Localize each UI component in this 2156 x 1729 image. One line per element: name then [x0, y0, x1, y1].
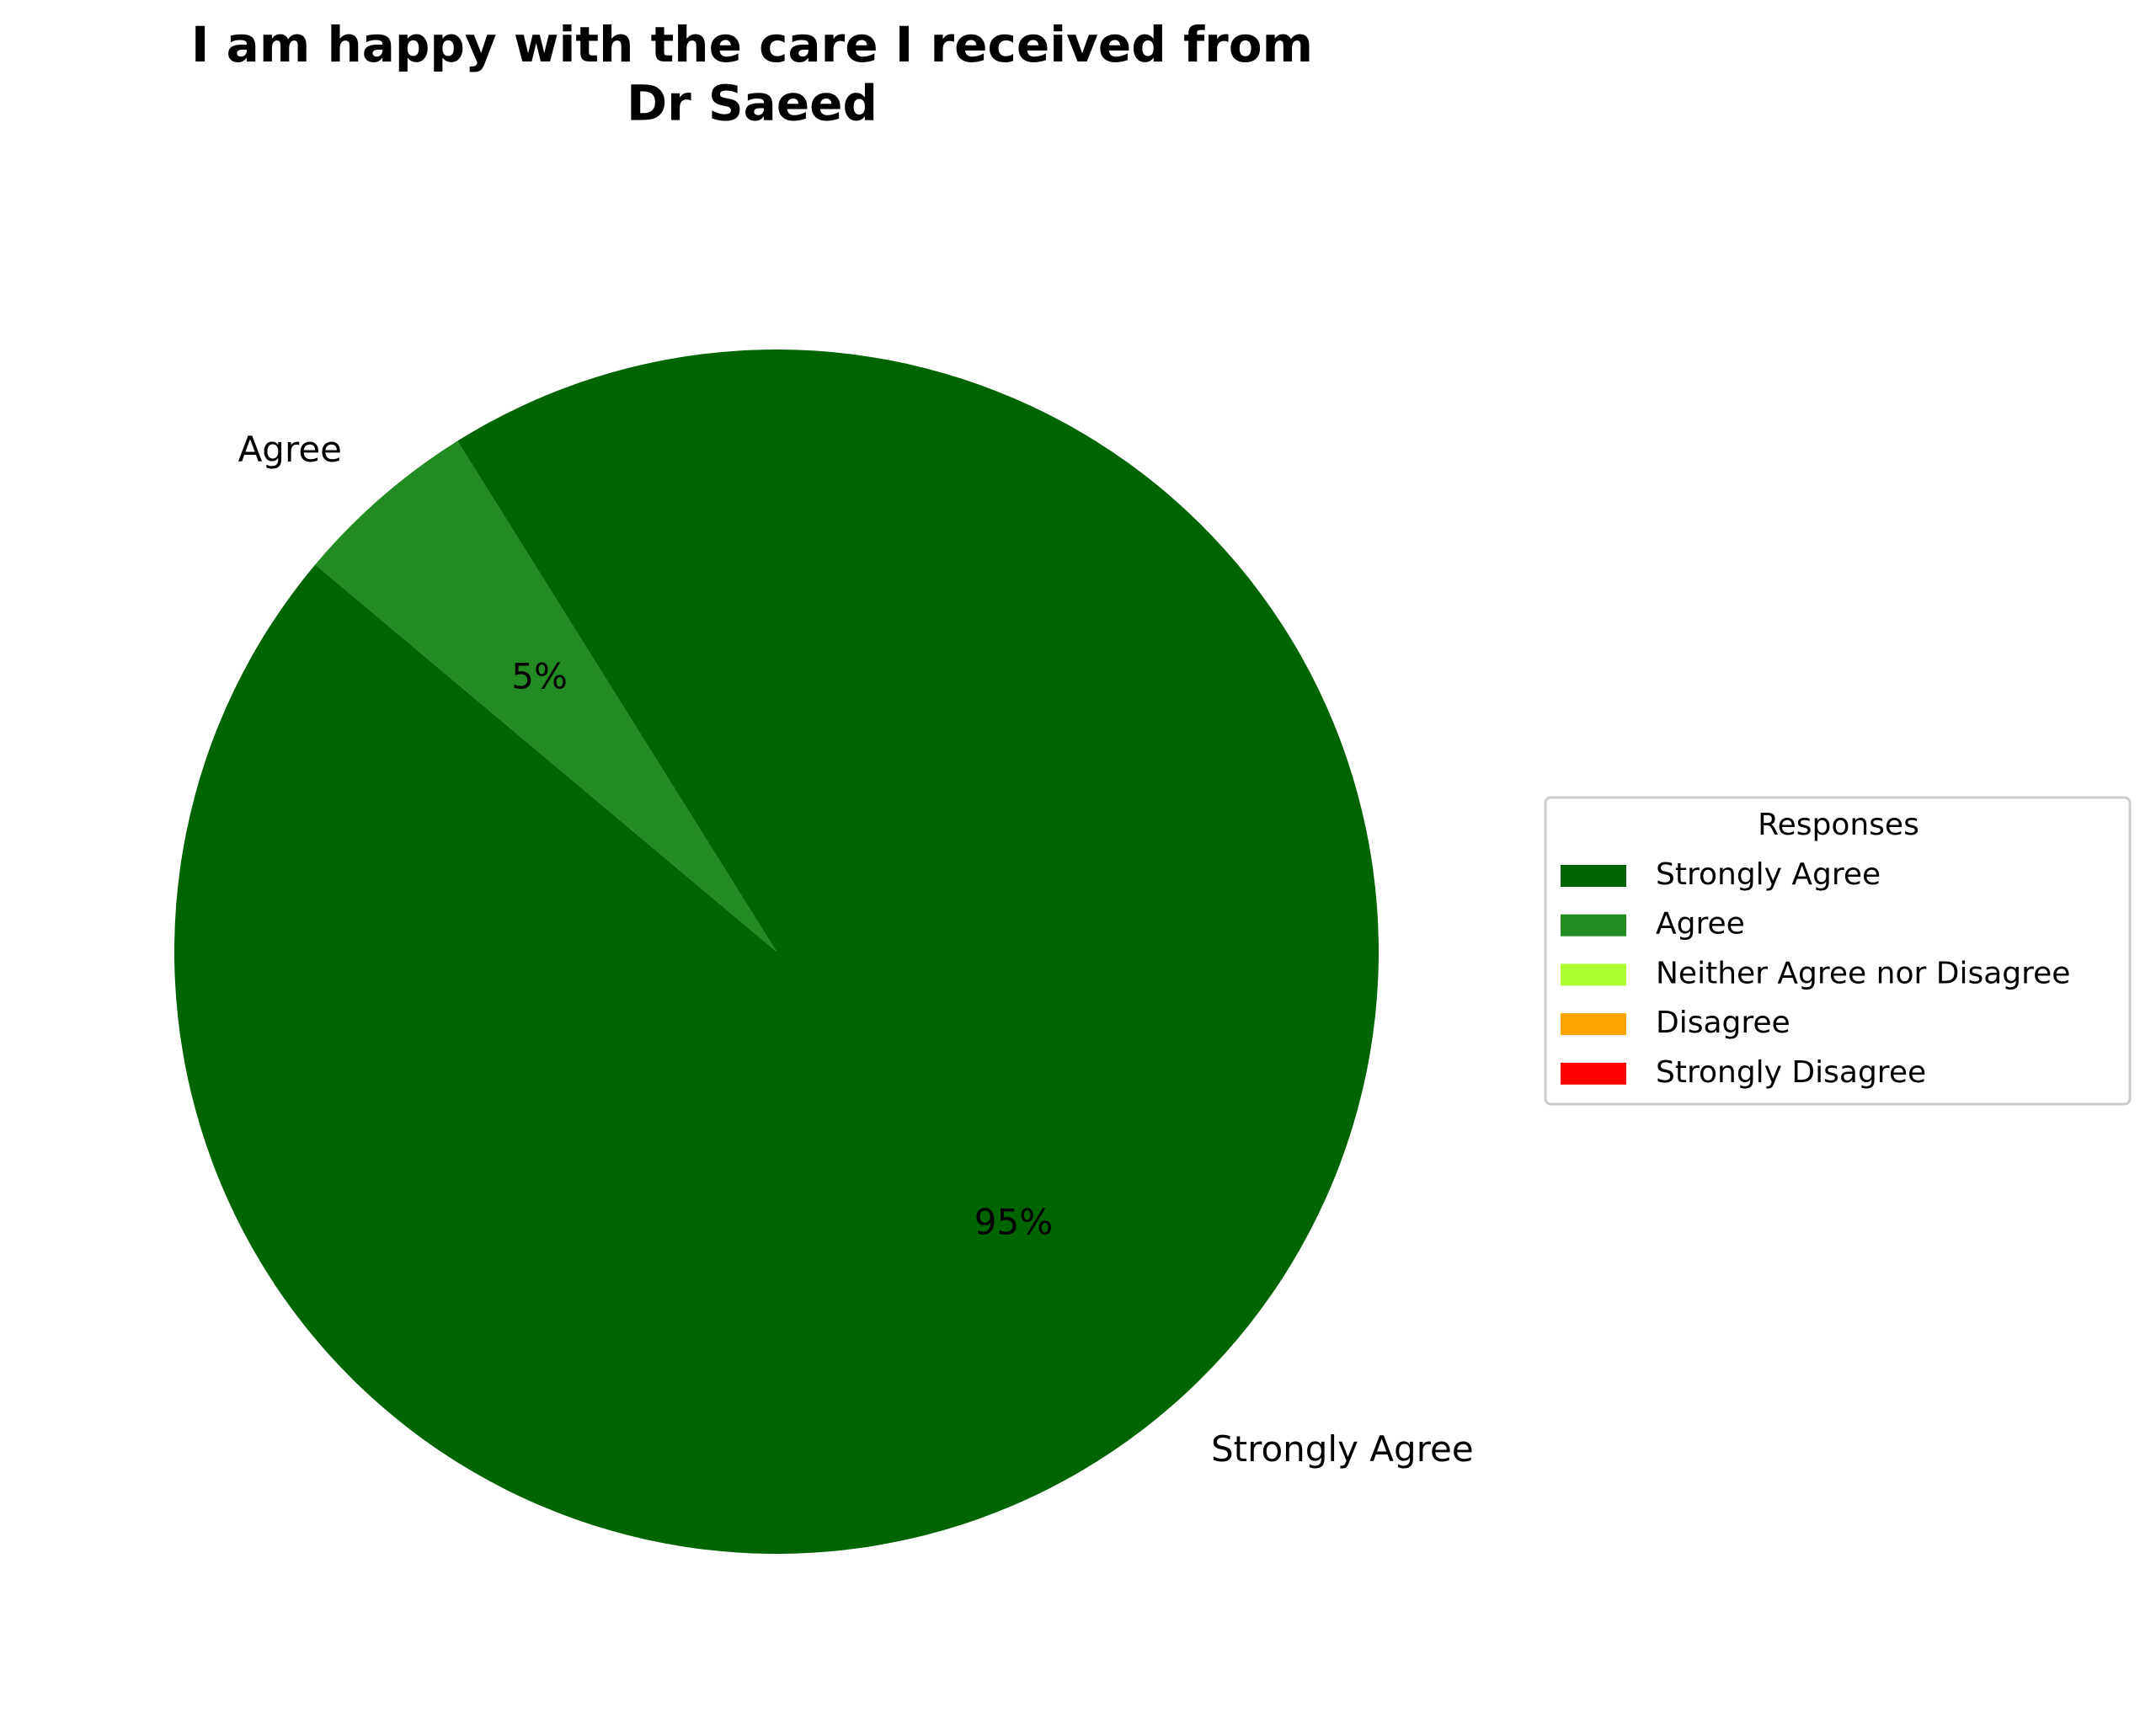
chart-title: I am happy with the care I received from… [191, 16, 1313, 132]
legend-label: Disagree [1656, 1006, 1790, 1040]
legend-swatch [1561, 914, 1626, 937]
legend-label: Strongly Disagree [1656, 1055, 1926, 1090]
slice-label: Strongly Agree [1211, 1428, 1474, 1470]
legend-swatch [1561, 865, 1626, 887]
legend-label: Neither Agree nor Disagree [1656, 956, 2070, 990]
value-label: 5% [511, 656, 568, 697]
pie-slice [315, 440, 777, 952]
pie-slice [315, 564, 777, 952]
legend-label: Agree [1656, 907, 1745, 942]
legend-box [1544, 796, 2132, 1106]
legend-swatch [1561, 1013, 1626, 1036]
legend-label: Strongly Agree [1656, 857, 1881, 892]
value-label: 95% [974, 1201, 1053, 1242]
slice-label: Agree [238, 429, 342, 470]
legend-title: Responses [1758, 808, 1919, 842]
legend-swatch [1561, 963, 1626, 986]
legend-swatch [1561, 1062, 1626, 1085]
